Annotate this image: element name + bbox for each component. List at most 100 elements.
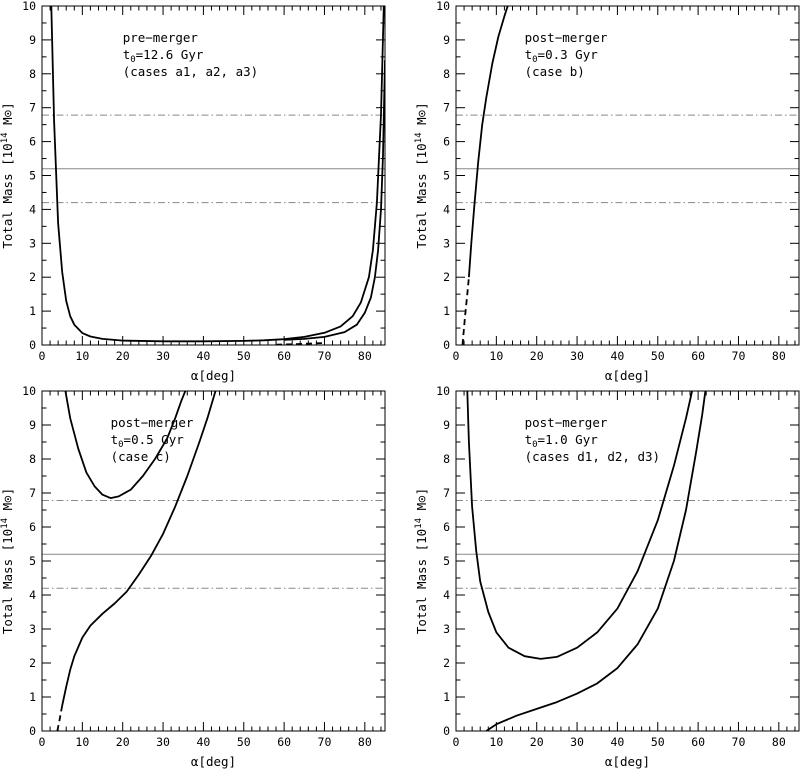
y-tick-label: 10 bbox=[436, 0, 450, 13]
y-tick-label: 10 bbox=[22, 0, 36, 13]
annotation-line: (case c) bbox=[111, 449, 171, 464]
y-tick-label: 10 bbox=[22, 384, 36, 398]
series-line bbox=[61, 391, 217, 706]
y-tick-label: 0 bbox=[29, 338, 36, 352]
annotation-line: (cases d1, d2, d3) bbox=[525, 449, 660, 464]
annotation-line: t0=0.3 Gyr bbox=[525, 47, 599, 65]
y-tick-label: 0 bbox=[443, 338, 450, 352]
plot-frame bbox=[455, 5, 800, 346]
x-tick-label: 20 bbox=[530, 735, 544, 749]
panel-pre-merger: 0 10 20 30 40 50 60 70 80 0 1 2 3 4 5 6 7 8 9 10 α[deg] Total… bbox=[0, 0, 386, 383]
x-tick-label: 70 bbox=[732, 735, 746, 749]
y-axis-label: Total Mass [1014 M⊙] bbox=[414, 102, 429, 248]
annotation-line: t0=1.0 Gyr bbox=[525, 432, 599, 450]
y-tick-label: 9 bbox=[29, 33, 36, 47]
annotation-line: pre−merger bbox=[123, 30, 199, 45]
x-tick-label: 60 bbox=[277, 349, 291, 363]
y-tick-label: 2 bbox=[443, 270, 450, 284]
y-tick-label: 7 bbox=[29, 486, 36, 500]
panel-post-merger-0-3: 0 10 20 30 40 50 60 70 80 0 1 2 3 4 5 6 7 8 9 10 α[deg] Total… bbox=[414, 0, 800, 383]
y-tick-label: 4 bbox=[443, 202, 450, 216]
x-tick-label: 40 bbox=[610, 349, 624, 363]
y-tick-label: 1 bbox=[29, 304, 36, 318]
y-tick-label: 2 bbox=[443, 656, 450, 670]
series-line bbox=[50, 6, 385, 343]
y-tick-label: 8 bbox=[443, 452, 450, 466]
series-line bbox=[466, 391, 693, 660]
y-tick-label: 4 bbox=[29, 588, 36, 602]
x-tick-label: 50 bbox=[237, 735, 251, 749]
plot-frame bbox=[41, 5, 386, 346]
x-tick-label: 50 bbox=[237, 349, 251, 363]
x-tick-label: 70 bbox=[318, 735, 332, 749]
x-tick-label: 70 bbox=[318, 349, 332, 363]
annotation-line: t0=12.6 Gyr bbox=[123, 47, 204, 65]
x-axis-label: α[deg] bbox=[191, 754, 236, 769]
x-tick-label: 0 bbox=[453, 349, 460, 363]
y-tick-label: 4 bbox=[29, 202, 36, 216]
x-tick-label: 30 bbox=[570, 349, 584, 363]
y-tick-label: 1 bbox=[443, 690, 450, 704]
x-tick-label: 80 bbox=[358, 349, 372, 363]
annotation-line: t0=0.5 Gyr bbox=[111, 432, 185, 450]
x-tick-label: 10 bbox=[75, 349, 89, 363]
annotation-line: post−merger bbox=[111, 415, 194, 430]
y-tick-label: 8 bbox=[29, 67, 36, 81]
y-tick-label: 9 bbox=[443, 418, 450, 432]
x-axis-label: α[deg] bbox=[605, 368, 650, 383]
y-tick-label: 5 bbox=[443, 554, 450, 568]
x-tick-label: 30 bbox=[156, 349, 170, 363]
x-tick-label: 50 bbox=[651, 735, 665, 749]
x-axis-label: α[deg] bbox=[605, 754, 650, 769]
y-tick-label: 3 bbox=[443, 236, 450, 250]
panel-post-merger-1-0: 0 10 20 30 40 50 60 70 80 0 1 2 3 4 5 6 7 8 9 10 α[deg] Total… bbox=[414, 384, 800, 769]
x-axis-label: α[deg] bbox=[191, 368, 236, 383]
series-line bbox=[468, 6, 509, 278]
annotation-line: (cases a1, a2, a3) bbox=[123, 64, 258, 79]
series-line bbox=[485, 391, 707, 731]
x-tick-label: 20 bbox=[530, 349, 544, 363]
x-tick-label: 10 bbox=[75, 735, 89, 749]
series-line-dashed bbox=[461, 277, 470, 345]
y-tick-label: 9 bbox=[29, 418, 36, 432]
y-tick-label: 6 bbox=[29, 135, 36, 149]
y-axis-label: Total Mass [1014 M⊙] bbox=[0, 488, 15, 634]
x-tick-label: 80 bbox=[772, 735, 786, 749]
y-tick-label: 6 bbox=[443, 135, 450, 149]
y-axis-label: Total Mass [1014 M⊙] bbox=[414, 488, 429, 634]
x-tick-label: 30 bbox=[156, 735, 170, 749]
x-tick-label: 60 bbox=[691, 349, 705, 363]
annotation-line: post−merger bbox=[525, 30, 608, 45]
x-tick-label: 10 bbox=[489, 349, 503, 363]
y-tick-label: 10 bbox=[436, 384, 450, 398]
y-tick-label: 7 bbox=[443, 101, 450, 115]
y-tick-label: 6 bbox=[443, 520, 450, 534]
y-tick-label: 5 bbox=[29, 554, 36, 568]
y-tick-label: 8 bbox=[29, 452, 36, 466]
x-tick-label: 70 bbox=[732, 349, 746, 363]
plot-frame bbox=[455, 390, 800, 732]
annotation-line: post−merger bbox=[525, 415, 608, 430]
x-tick-label: 50 bbox=[651, 349, 665, 363]
y-tick-label: 7 bbox=[29, 101, 36, 115]
annotation-line: (case b) bbox=[525, 64, 585, 79]
y-tick-label: 0 bbox=[29, 724, 36, 738]
series-line bbox=[64, 391, 187, 499]
y-tick-label: 1 bbox=[29, 690, 36, 704]
y-tick-label: 3 bbox=[29, 622, 36, 636]
series-line bbox=[284, 60, 385, 341]
x-tick-label: 30 bbox=[570, 735, 584, 749]
series-line-dashed bbox=[275, 342, 325, 345]
panel-post-merger-0-5: 0 10 20 30 40 50 60 70 80 0 1 2 3 4 5 6 7 8 9 10 α[deg] Total… bbox=[0, 384, 386, 769]
x-tick-label: 40 bbox=[196, 735, 210, 749]
x-tick-label: 60 bbox=[691, 735, 705, 749]
y-tick-label: 2 bbox=[29, 270, 36, 284]
x-tick-label: 80 bbox=[772, 349, 786, 363]
y-tick-label: 4 bbox=[443, 588, 450, 602]
series-line-dashed bbox=[56, 705, 64, 731]
x-tick-label: 40 bbox=[610, 735, 624, 749]
x-tick-label: 10 bbox=[489, 735, 503, 749]
y-tick-label: 5 bbox=[29, 169, 36, 183]
x-tick-label: 0 bbox=[39, 735, 46, 749]
